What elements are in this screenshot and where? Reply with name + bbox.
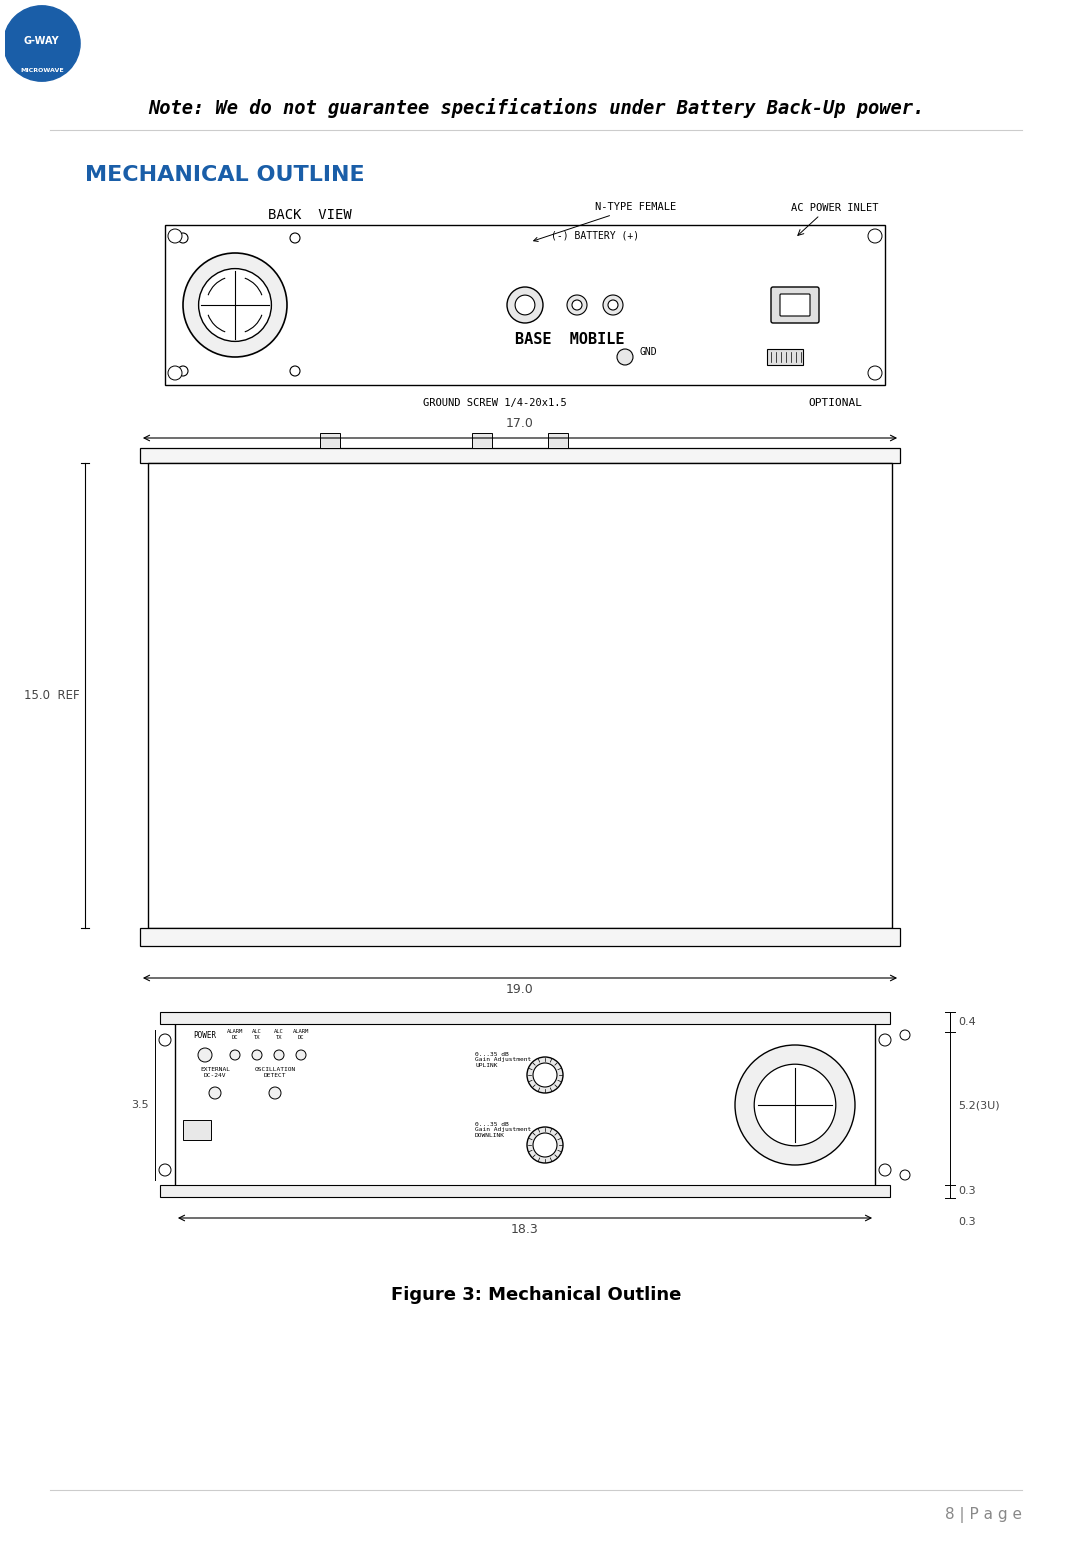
Text: 0...35 dB
Gain Adjustment
UPLINK: 0...35 dB Gain Adjustment UPLINK: [475, 1051, 532, 1068]
Circle shape: [230, 1050, 240, 1060]
Text: Figure 3: Mechanical Outline: Figure 3: Mechanical Outline: [391, 1286, 681, 1303]
Text: 5.2(3U): 5.2(3U): [958, 1101, 999, 1110]
Circle shape: [527, 1127, 563, 1163]
Text: 8 | P a g e: 8 | P a g e: [946, 1508, 1022, 1523]
Circle shape: [516, 296, 535, 314]
Circle shape: [868, 229, 882, 243]
Text: 3.5: 3.5: [131, 1101, 149, 1110]
Circle shape: [527, 1057, 563, 1093]
Circle shape: [533, 1063, 557, 1087]
Text: 19.0: 19.0: [506, 983, 534, 995]
Bar: [140, 447, 900, 463]
Bar: [472, 433, 492, 447]
Text: ALARM
DC: ALARM DC: [227, 1029, 243, 1040]
Bar: [160, 1012, 890, 1023]
Bar: [160, 1186, 890, 1197]
Circle shape: [900, 1029, 910, 1040]
Text: ALARM
DC: ALARM DC: [293, 1029, 309, 1040]
Circle shape: [198, 1048, 212, 1062]
Text: 0.3: 0.3: [958, 1217, 976, 1228]
Circle shape: [879, 1164, 891, 1176]
Text: 0...35 dB
Gain Adjustment
DOWNLINK: 0...35 dB Gain Adjustment DOWNLINK: [475, 1122, 532, 1138]
Circle shape: [183, 252, 287, 358]
Text: MECHANICAL OUTLINE: MECHANICAL OUTLINE: [85, 166, 364, 186]
Circle shape: [178, 234, 188, 243]
Text: 18.3: 18.3: [511, 1223, 539, 1235]
Circle shape: [3, 6, 80, 80]
Bar: [766, 348, 803, 365]
Text: (-) BATTERY (+): (-) BATTERY (+): [551, 231, 639, 240]
Text: 0.3: 0.3: [958, 1186, 976, 1197]
Circle shape: [617, 348, 632, 365]
FancyBboxPatch shape: [780, 294, 810, 316]
Text: 17.0: 17.0: [506, 416, 534, 430]
Circle shape: [209, 1087, 221, 1099]
Text: POWER: POWER: [193, 1031, 217, 1040]
Text: OSCILLATION
DETECT: OSCILLATION DETECT: [254, 1067, 296, 1077]
Circle shape: [879, 1034, 891, 1046]
Circle shape: [168, 229, 182, 243]
Bar: [183, 1121, 211, 1139]
Circle shape: [533, 1133, 557, 1156]
Text: ALC
TX: ALC TX: [252, 1029, 262, 1040]
Circle shape: [252, 1050, 262, 1060]
Text: EXTERNAL
DC-24V: EXTERNAL DC-24V: [200, 1067, 230, 1077]
Text: GROUND SCREW 1/4-20x1.5: GROUND SCREW 1/4-20x1.5: [423, 398, 567, 409]
Circle shape: [168, 365, 182, 379]
Circle shape: [608, 300, 617, 310]
Text: 15.0  REF: 15.0 REF: [25, 689, 80, 701]
Text: BASE  MOBILE: BASE MOBILE: [516, 333, 625, 347]
Circle shape: [159, 1034, 172, 1046]
Text: MICROWAVE: MICROWAVE: [20, 68, 63, 73]
Circle shape: [755, 1063, 836, 1146]
Circle shape: [735, 1045, 855, 1166]
Text: AC POWER INLET: AC POWER INLET: [791, 203, 879, 214]
Circle shape: [291, 234, 300, 243]
Bar: [548, 433, 568, 447]
FancyBboxPatch shape: [771, 286, 819, 324]
Text: N-TYPE FEMALE: N-TYPE FEMALE: [534, 201, 676, 241]
Bar: [321, 433, 340, 447]
Text: Note: We do not guarantee specifications under Battery Back-Up power.: Note: We do not guarantee specifications…: [148, 98, 924, 118]
Bar: [140, 927, 900, 946]
Circle shape: [900, 1170, 910, 1180]
Circle shape: [868, 365, 882, 379]
Circle shape: [178, 365, 188, 376]
Circle shape: [507, 286, 544, 324]
Circle shape: [274, 1050, 284, 1060]
Circle shape: [567, 296, 587, 314]
Text: GND: GND: [640, 347, 657, 358]
Circle shape: [572, 300, 582, 310]
Circle shape: [291, 365, 300, 376]
Text: ALC
TX: ALC TX: [274, 1029, 284, 1040]
Circle shape: [602, 296, 623, 314]
Text: 0.4: 0.4: [958, 1017, 976, 1026]
Text: BACK  VIEW: BACK VIEW: [268, 207, 352, 221]
Bar: [175, 1020, 875, 1190]
Circle shape: [296, 1050, 306, 1060]
Bar: [165, 224, 885, 385]
Text: OPTIONAL: OPTIONAL: [808, 398, 862, 409]
Bar: [148, 463, 892, 927]
Circle shape: [198, 269, 271, 342]
Circle shape: [159, 1164, 172, 1176]
Circle shape: [269, 1087, 281, 1099]
Text: G-WAY: G-WAY: [24, 36, 60, 46]
